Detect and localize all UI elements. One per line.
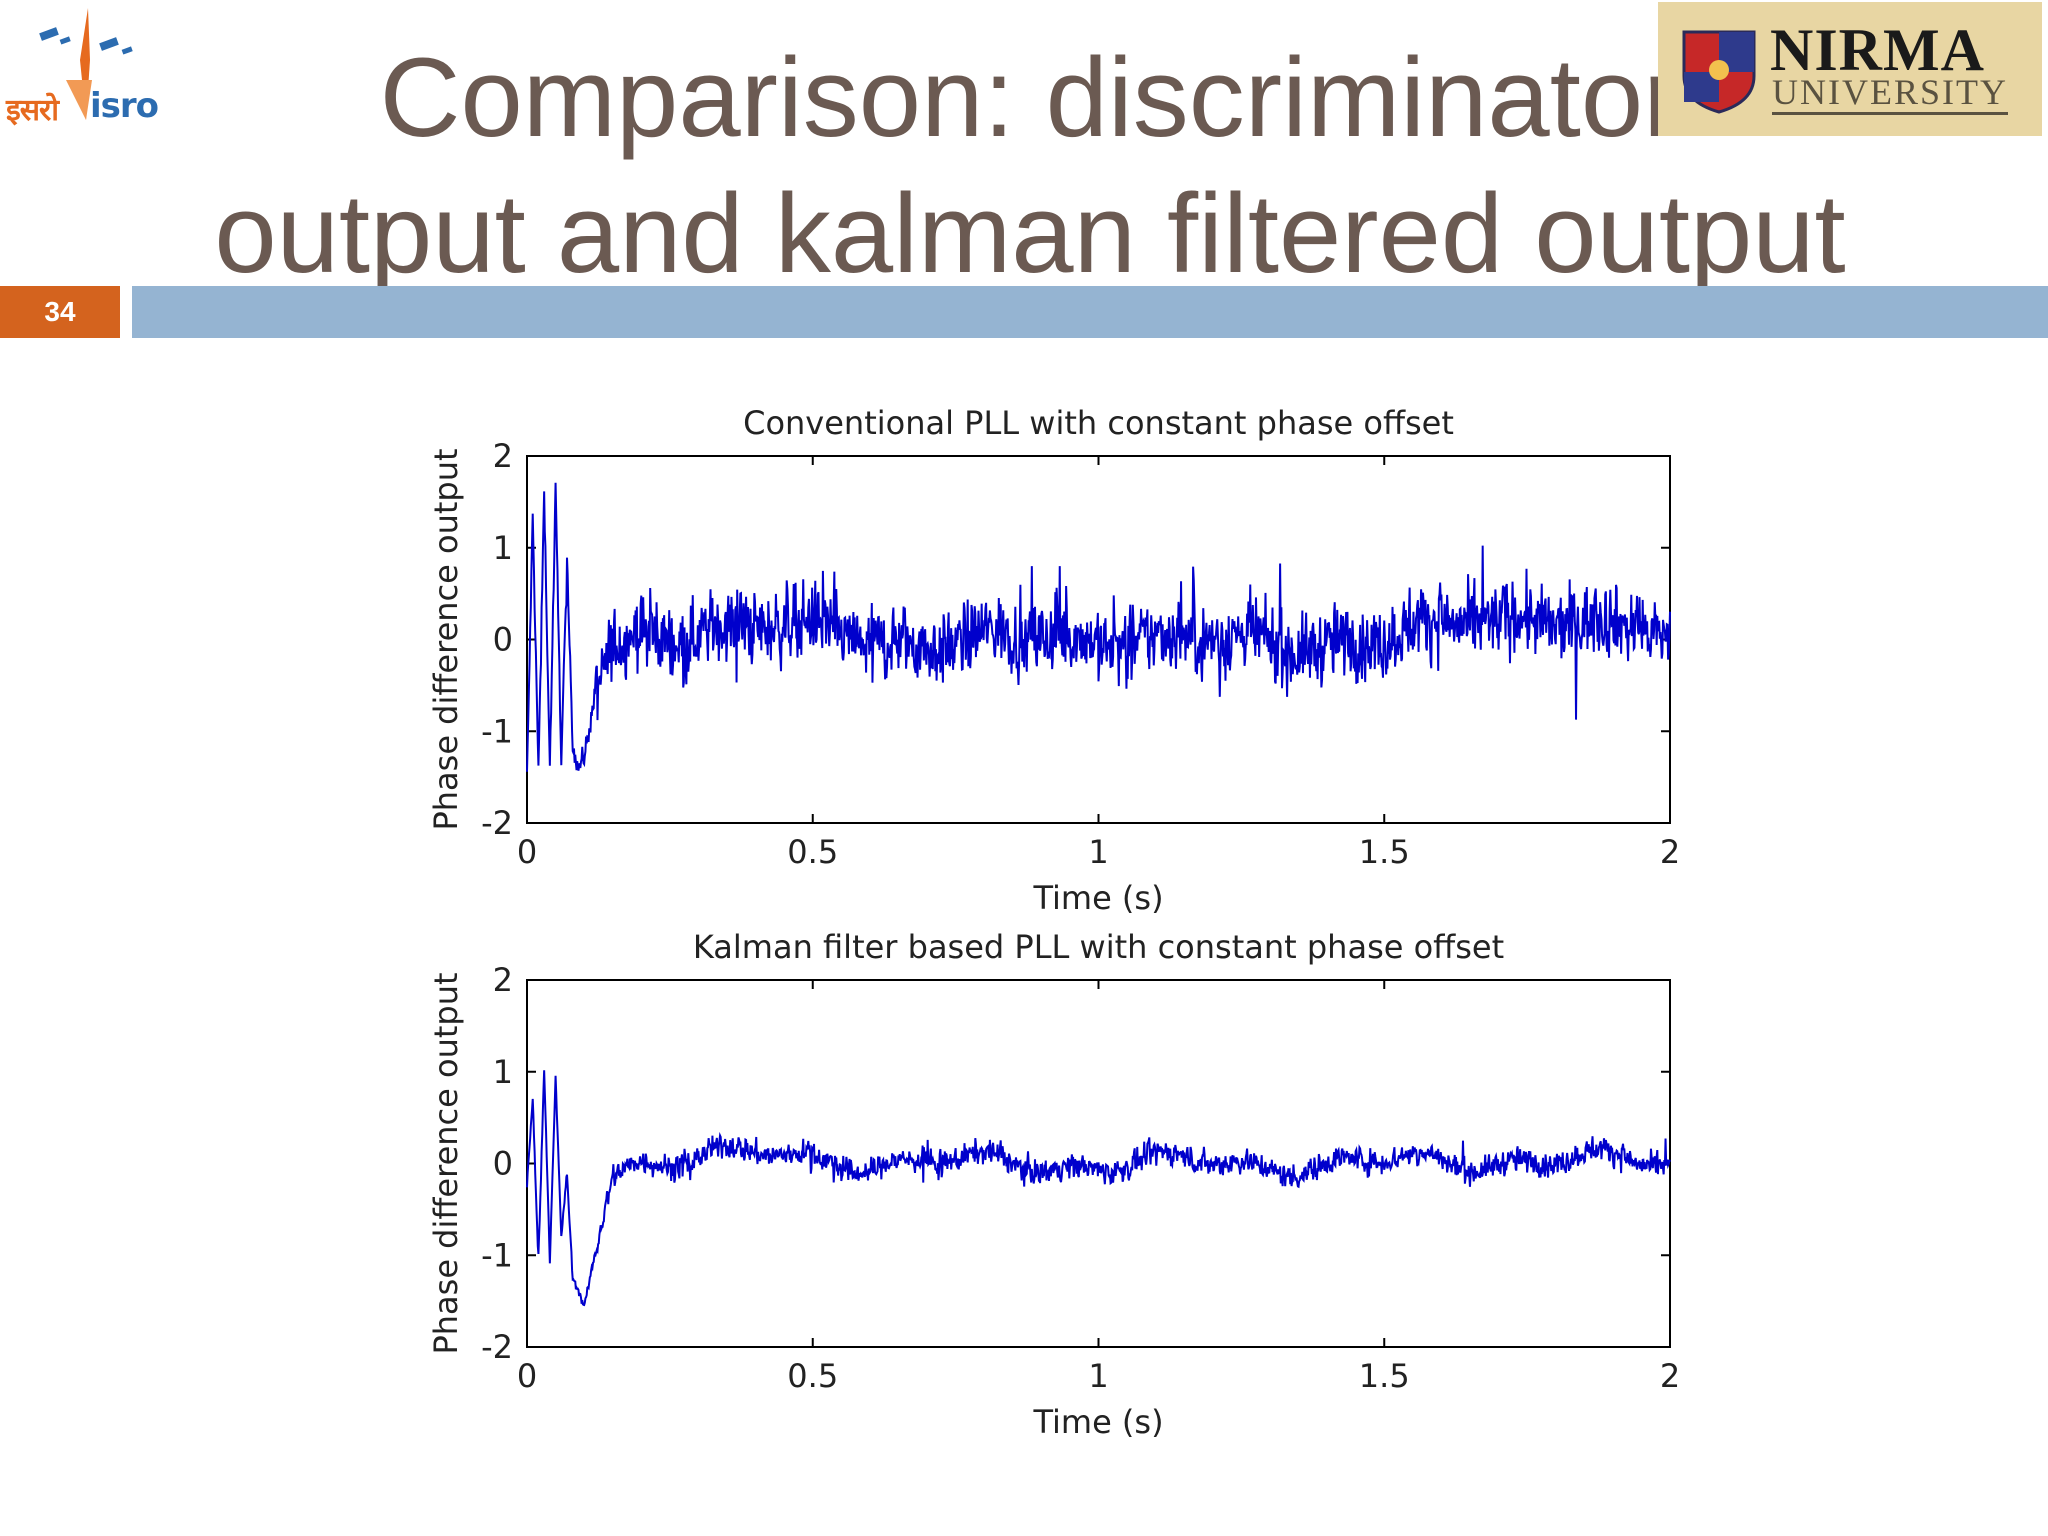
y-axis-label: Phase difference output xyxy=(427,972,465,1354)
x-axis-label: Time (s) xyxy=(1032,879,1163,917)
header-divider-bar xyxy=(132,286,2048,338)
isro-logo: इसरो isro xyxy=(0,0,190,160)
nirma-subtitle: UNIVERSITY xyxy=(1772,74,2008,115)
nirma-university-logo: NIRMA UNIVERSITY xyxy=(1658,2,2042,136)
x-tick-label: 2 xyxy=(1660,833,1680,871)
y-tick-label: 0 xyxy=(493,621,513,659)
isro-english-text: isro xyxy=(90,86,159,126)
isro-hindi-text: इसरो xyxy=(6,93,59,128)
chart-title: Kalman filter based PLL with constant ph… xyxy=(693,928,1504,966)
x-tick-label: 0.5 xyxy=(787,1357,838,1395)
chart-2: Kalman filter based PLL with constant ph… xyxy=(427,928,1680,1441)
x-tick-label: 0 xyxy=(517,833,537,871)
y-tick-label: -2 xyxy=(481,804,513,842)
title-line-1: Comparison: discriminator xyxy=(379,35,1681,160)
y-tick-label: -2 xyxy=(481,1328,513,1366)
x-tick-label: 1 xyxy=(1088,1357,1108,1395)
y-tick-label: -1 xyxy=(481,1236,513,1274)
x-tick-label: 1 xyxy=(1088,833,1108,871)
charts-svg: Conventional PLL with constant phase off… xyxy=(427,404,1680,1441)
figure: Conventional PLL with constant phase off… xyxy=(400,380,1700,1470)
series-line xyxy=(526,1070,1671,1307)
y-axis-label: Phase difference output xyxy=(427,448,465,830)
nirma-shield-icon xyxy=(1682,30,1756,114)
x-tick-label: 1.5 xyxy=(1359,1357,1410,1395)
slide-title: Comparison: discriminator output and kal… xyxy=(160,30,1900,302)
chart-1: Conventional PLL with constant phase off… xyxy=(427,404,1680,917)
y-tick-label: 1 xyxy=(493,529,513,567)
y-tick-label: 0 xyxy=(493,1145,513,1183)
x-tick-label: 0 xyxy=(517,1357,537,1395)
x-tick-label: 0.5 xyxy=(787,833,838,871)
chart-title: Conventional PLL with constant phase off… xyxy=(743,404,1454,442)
y-tick-label: 2 xyxy=(493,961,513,999)
x-axis-label: Time (s) xyxy=(1032,1403,1163,1441)
x-tick-label: 1.5 xyxy=(1359,833,1410,871)
y-tick-label: 2 xyxy=(493,437,513,475)
series-line xyxy=(526,482,1671,772)
y-tick-label: 1 xyxy=(493,1053,513,1091)
y-tick-label: -1 xyxy=(481,712,513,750)
isro-rocket-icon xyxy=(39,8,133,120)
title-line-2: output and kalman filtered output xyxy=(214,171,1846,296)
nirma-wordmark: NIRMA xyxy=(1770,17,1985,83)
slide-number: 34 xyxy=(0,286,120,338)
x-tick-label: 2 xyxy=(1660,1357,1680,1395)
